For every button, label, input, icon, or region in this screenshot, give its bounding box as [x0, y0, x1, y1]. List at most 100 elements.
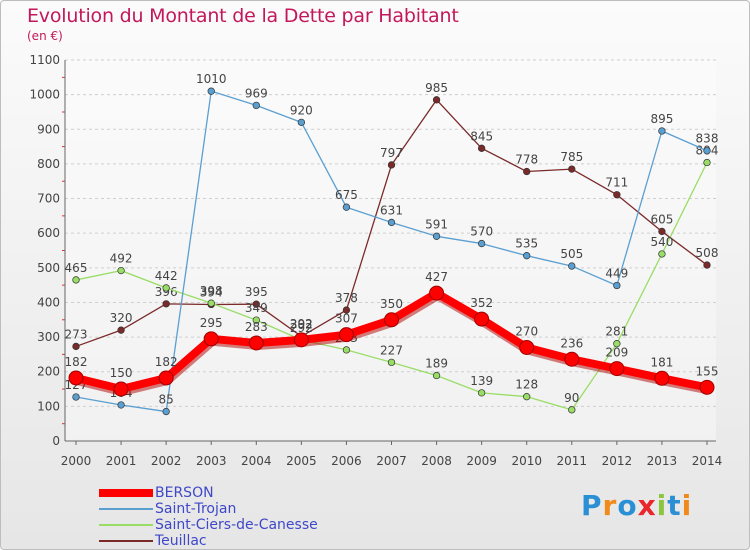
data-label: 281: [605, 325, 628, 339]
data-point: [432, 232, 441, 240]
data-point: [207, 87, 215, 95]
data-label: 189: [425, 357, 448, 371]
y-tick-label: 400: [37, 295, 60, 309]
x-tick-label: 2014: [692, 454, 723, 468]
data-point: [384, 312, 399, 328]
legend-label: Saint-Trojan: [155, 501, 237, 517]
y-tick-label: 1100: [29, 53, 60, 67]
data-point: [113, 381, 129, 397]
data-point: [252, 300, 260, 308]
data-point: [162, 407, 170, 416]
x-tick-label: 2000: [61, 454, 92, 468]
x-tick-label: 2007: [376, 454, 407, 468]
chart-title: Evolution du Montant de la Dette par Hab…: [27, 5, 459, 27]
data-label: 320: [110, 311, 133, 325]
data-label: 181: [650, 355, 673, 369]
data-point: [658, 227, 666, 236]
logo-letter: t: [667, 489, 682, 522]
data-point: [654, 370, 670, 386]
data-point: [429, 285, 445, 301]
data-point: [699, 379, 715, 395]
data-point: [158, 370, 174, 386]
data-point: [117, 266, 125, 275]
data-label: 675: [335, 188, 358, 202]
data-point: [523, 393, 531, 401]
x-tick-label: 2006: [331, 454, 362, 468]
data-label: 591: [425, 217, 448, 231]
data-label: 307: [335, 312, 358, 326]
data-label: 449: [605, 266, 628, 280]
data-point: [162, 300, 170, 308]
data-label: 182: [65, 355, 88, 369]
data-point: [703, 261, 711, 269]
y-tick-label: 100: [37, 399, 60, 413]
data-point: [342, 203, 351, 211]
data-label: 155: [696, 364, 719, 378]
data-point: [252, 316, 260, 324]
data-point: [342, 346, 351, 354]
data-label: 442: [155, 269, 178, 283]
data-label: 394: [200, 286, 223, 300]
data-point: [432, 371, 441, 380]
data-point: [72, 342, 80, 351]
y-tick-label: 600: [37, 226, 60, 240]
data-label: 570: [470, 225, 493, 239]
x-tick-label: 2013: [647, 454, 678, 468]
data-label: 969: [245, 86, 268, 100]
data-point: [523, 252, 531, 260]
data-point: [203, 331, 219, 347]
data-label: 711: [605, 176, 628, 190]
data-label: 90: [564, 391, 579, 405]
logo-letter: o: [617, 489, 638, 522]
data-point: [72, 393, 80, 401]
data-point: [613, 191, 621, 199]
y-tick-label: 900: [37, 122, 60, 136]
data-point: [519, 339, 535, 355]
data-label: 398: [200, 284, 223, 298]
data-label: 535: [515, 237, 538, 251]
data-label: 465: [65, 261, 88, 275]
data-label: 505: [560, 247, 583, 261]
data-label: 492: [110, 252, 133, 266]
data-label: 540: [650, 235, 673, 249]
y-tick-label: 1000: [29, 88, 60, 102]
x-tick-label: 2005: [286, 454, 317, 468]
data-label: 292: [290, 317, 313, 331]
y-tick-label: 700: [37, 192, 60, 206]
legend-swatch: [99, 540, 153, 542]
data-label: 508: [696, 246, 719, 260]
data-point: [72, 276, 80, 284]
y-tick-label: 0: [52, 434, 60, 448]
data-label: 895: [650, 112, 673, 126]
legend-label: Saint-Ciers-de-Canesse: [155, 517, 318, 533]
data-label: 128: [515, 378, 538, 392]
logo-letter: i: [681, 489, 693, 522]
proxiti-logo: Proxiti: [581, 489, 692, 522]
logo-letter: i: [656, 489, 668, 522]
data-label: 150: [110, 366, 133, 380]
y-tick-label: 800: [37, 157, 60, 171]
data-point: [117, 326, 125, 334]
data-point: [658, 127, 666, 135]
data-point: [252, 101, 260, 110]
data-point: [477, 239, 486, 248]
data-label: 378: [335, 291, 358, 305]
legend-label: Teuillac: [155, 533, 207, 549]
x-tick-label: 2008: [421, 454, 452, 468]
data-label: 920: [290, 103, 313, 117]
data-point: [658, 250, 666, 258]
data-label: 139: [470, 374, 493, 388]
logo-letter: P: [581, 489, 603, 522]
data-point: [568, 262, 576, 270]
data-point: [609, 361, 625, 377]
data-point: [432, 96, 441, 104]
data-label: 292: [290, 321, 313, 335]
data-point: [387, 218, 396, 227]
data-point: [703, 147, 711, 155]
data-label: 605: [650, 212, 673, 226]
data-label: 427: [425, 270, 448, 284]
data-point: [523, 167, 531, 176]
data-label: 302: [290, 317, 313, 331]
x-tick-label: 2009: [466, 454, 497, 468]
legend-swatch: [99, 508, 153, 510]
